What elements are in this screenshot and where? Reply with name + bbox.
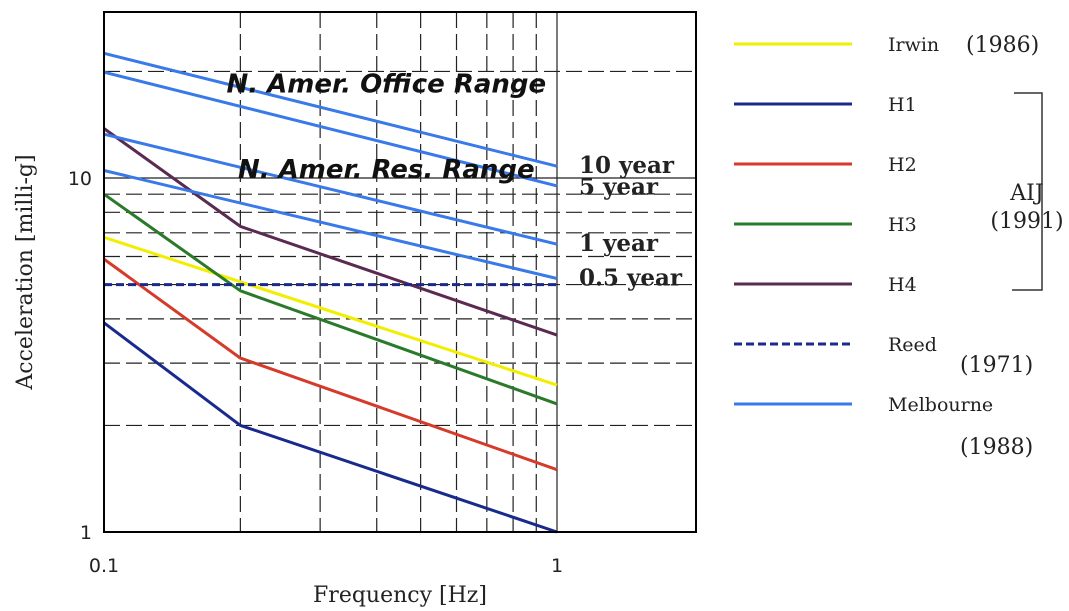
- x-tick-label: 0.1: [89, 555, 119, 577]
- range-annotation: N. Amer. Office Range: [226, 69, 546, 99]
- series-line-h2: [103, 257, 558, 472]
- legend-label-h2: H2: [888, 154, 917, 176]
- legend-label-h4: H4: [888, 274, 917, 296]
- x-tick-label: 1: [551, 555, 563, 577]
- series-line-h3: [103, 192, 558, 406]
- series-line-melbourne-band: [103, 51, 558, 168]
- legend-label-h3: H3: [888, 214, 917, 236]
- aij-bracket: [1012, 92, 1043, 291]
- legend-label-irwin: Irwin: [888, 34, 939, 56]
- series-line-melbourne-band: [103, 132, 558, 246]
- series-line-melbourne-band: [103, 70, 558, 188]
- series-line-h1: [103, 321, 558, 534]
- legend-label-reed: Reed: [888, 334, 937, 356]
- x-axis-label: Frequency [Hz]: [313, 583, 487, 608]
- aij-year: (1991): [990, 209, 1063, 234]
- y-tick-label: 1: [80, 522, 92, 544]
- curve-label: 1 year: [579, 230, 659, 257]
- range-annotations: N. Amer. Office Range N. Amer. Res. Range: [226, 69, 546, 185]
- legend-label-h1: H1: [888, 94, 917, 116]
- legend-label-melbourne: Melbourne: [888, 394, 993, 416]
- curve-label: 5 year: [579, 174, 659, 201]
- legend-year: (1986): [966, 33, 1039, 58]
- series-line-irwin: [103, 235, 558, 387]
- curve-label: 0.5 year: [579, 265, 683, 292]
- plot-frame: [103, 11, 697, 533]
- series-lines: [103, 51, 558, 534]
- series-line-melbourne: [103, 169, 558, 280]
- legend-year: (1971): [960, 353, 1033, 378]
- y-tick-label: 10: [68, 168, 92, 190]
- aij-label: AIJ: [1009, 181, 1043, 206]
- curve-label: 10 year: [579, 152, 675, 179]
- range-annotation: N. Amer. Res. Range: [238, 155, 535, 185]
- series-line-h4: [103, 127, 558, 337]
- legend-year: (1988): [960, 435, 1033, 460]
- tick-labels: 0.1 1 1 10: [68, 168, 563, 577]
- y-axis-label: Acceleration [milli-g]: [13, 154, 38, 390]
- legend: Irwin (1986) H1 H2 H3 H4 Reed (1971) Melbourne (1…: [734, 33, 1064, 460]
